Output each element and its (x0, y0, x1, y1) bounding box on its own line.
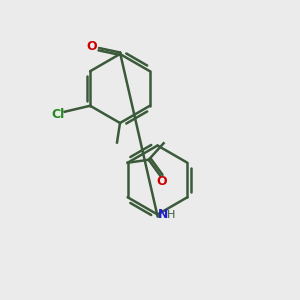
Text: O: O (86, 40, 97, 53)
Text: O: O (157, 175, 167, 188)
Text: N: N (158, 208, 168, 221)
Text: Cl: Cl (51, 108, 64, 121)
Text: H: H (167, 210, 175, 220)
